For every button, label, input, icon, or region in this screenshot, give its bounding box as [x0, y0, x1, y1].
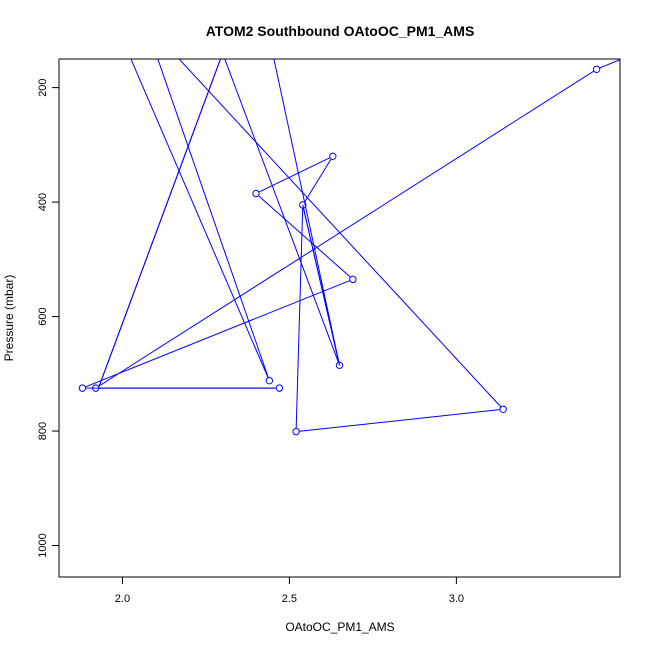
data-point	[252, 189, 260, 198]
series-segment	[295, 208, 304, 429]
series-segment	[178, 59, 502, 408]
x-tick-label: 3.0	[449, 593, 464, 605]
series-segment	[599, 59, 620, 69]
y-tick-label: 800	[37, 422, 49, 440]
data-point	[349, 275, 357, 284]
series-segment	[273, 59, 340, 366]
data-point	[592, 65, 601, 74]
series-segment	[304, 159, 332, 203]
series-segment	[157, 59, 269, 378]
series-segment	[85, 280, 350, 388]
x-axis-label: OAtoOC_PM1_AMS	[285, 620, 394, 634]
y-tick-label: 200	[37, 78, 49, 96]
x-tick-label: 2.5	[282, 593, 297, 605]
series-segment	[98, 70, 594, 387]
y-tick-label: 600	[37, 307, 49, 325]
plot-frame	[58, 58, 621, 578]
x-tick-label: 2.0	[115, 593, 130, 605]
data-point	[265, 376, 274, 385]
data-point	[329, 152, 337, 161]
series-segment	[98, 59, 222, 387]
y-tick-label: 400	[37, 193, 49, 211]
data-point	[275, 384, 284, 392]
data-point	[299, 201, 307, 209]
series-layer	[78, 59, 620, 436]
chart-title: ATOM2 Southbound OAtoOC_PM1_AMS	[206, 23, 475, 39]
data-point	[499, 405, 507, 413]
data-point	[78, 384, 87, 392]
series-segment	[224, 59, 339, 363]
data-point	[92, 384, 100, 392]
y-tick-label: 1000	[37, 533, 49, 557]
x-axis: 2.0 2.5 3.0	[115, 577, 464, 605]
data-point	[292, 427, 300, 436]
data-point	[335, 361, 344, 369]
y-axis-label: Pressure (mbar)	[2, 275, 16, 362]
series-segment	[258, 157, 330, 193]
series-segment	[299, 409, 500, 432]
y-axis: 200 400 600 800 1000	[37, 78, 59, 558]
series-segment	[258, 195, 351, 278]
series-segment	[130, 59, 269, 378]
